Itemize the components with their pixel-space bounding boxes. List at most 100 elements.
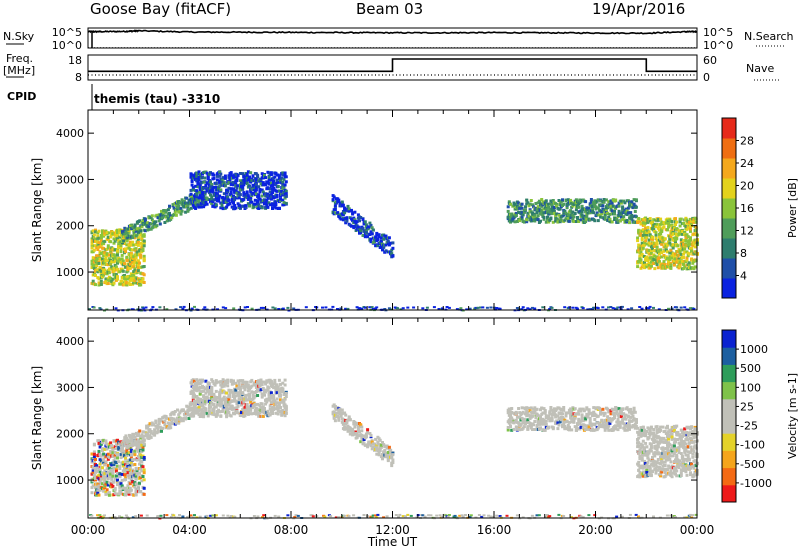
vel-panel-cell [248, 392, 251, 396]
power-panel-cell [362, 222, 366, 226]
power-panel-cell [215, 194, 219, 198]
power-panel-cell [692, 242, 696, 246]
vel-panel-cell [273, 399, 277, 403]
power-panel-cell [94, 244, 97, 248]
power-panel-cell [174, 203, 178, 207]
vel-panel-cell [271, 382, 274, 386]
power-panel-cell [574, 198, 578, 202]
power-panel-cell [341, 203, 345, 207]
nsearch-label: N.Search [744, 30, 794, 43]
vel-panel-cell [250, 412, 254, 416]
power-panel-cell [95, 264, 99, 268]
power-panel-cell [136, 235, 140, 239]
vel-panel-cell [510, 407, 514, 410]
power-panel-cell [177, 204, 181, 208]
power-panel-cell [376, 244, 380, 248]
power-panel-cell [584, 200, 588, 204]
power-panel-cell [631, 215, 635, 219]
power-panel-cell [567, 219, 571, 223]
power-panel-cell [187, 207, 191, 211]
power-panel-cell [212, 173, 216, 177]
vel-panel-cell [219, 414, 223, 418]
power-panel-cell [139, 233, 143, 237]
power-panel-cell [126, 227, 130, 231]
power-panel-cell [601, 306, 605, 309]
vel-panel-cell [110, 463, 114, 467]
vel-panel-cell [114, 474, 118, 478]
vel-panel-cell [116, 478, 119, 482]
power-panel-cell [644, 216, 648, 220]
vel-panel-cell [227, 403, 231, 407]
vel-panel-cell [236, 404, 240, 408]
power-panel-cell [655, 222, 659, 226]
vel-panel-cell [187, 417, 191, 420]
vel-panel-cell [222, 395, 226, 399]
power-panel-cell [122, 239, 126, 243]
vel-panel-cell [102, 487, 106, 491]
power-panel-cell [645, 231, 649, 234]
power-panel-cell [113, 256, 117, 260]
vel-panel-cell [522, 417, 526, 421]
vel-panel-cell [102, 489, 106, 493]
power-panel-cell [563, 209, 567, 213]
vel-panel-cell [134, 489, 138, 493]
power-panel-cell [638, 254, 642, 258]
vel-panel-cell [130, 439, 134, 442]
power-panel-cell [591, 205, 594, 208]
power-panel-cell [107, 271, 111, 275]
power-panel-cell [134, 247, 138, 251]
vel-panel-cell [195, 389, 199, 393]
power-panel-cell [375, 231, 379, 235]
power-panel-cell [281, 180, 285, 184]
vel-panel-cell [254, 412, 258, 416]
power-panel-cell [254, 183, 258, 186]
vel-panel-cell [234, 394, 238, 398]
vel-panel-cell [351, 427, 355, 431]
power-panel-cell [549, 216, 553, 220]
power-panel-cell [374, 236, 378, 240]
power-panel-cell [249, 190, 253, 194]
vel-panel-cell [106, 477, 110, 481]
power-panel-cell [656, 218, 660, 222]
power-panel-cell [513, 220, 517, 224]
vel-panel-cell [90, 491, 94, 495]
power-panel-cell [652, 262, 656, 265]
vel-panel-cell [198, 399, 202, 403]
vel-panel-cell [125, 441, 129, 445]
power-panel-cell [391, 241, 395, 245]
power-panel-cell [192, 174, 196, 178]
power-panel-cell [584, 220, 588, 224]
power-panel-cell [277, 207, 281, 210]
power-panel-cell [97, 283, 101, 287]
vel-panel-cell [249, 406, 253, 410]
power-panel-cell [242, 197, 246, 201]
vel-panel-cell [142, 468, 146, 472]
vel-panel-cell [272, 405, 276, 409]
power-panel-cell [670, 220, 674, 223]
power-panel-cell [352, 216, 356, 220]
vel-panel-cell [377, 451, 381, 455]
power-panel-cell [678, 249, 682, 253]
power-panel-cell [639, 231, 643, 235]
power-panel-cell [91, 279, 95, 283]
power-panel-cell [693, 238, 697, 242]
power-panel-cell [203, 191, 207, 194]
power-panel-cell [109, 240, 113, 244]
power-panel-cell [211, 187, 215, 191]
vel-panel-cell [157, 422, 161, 426]
vel-panel-cell [122, 439, 126, 443]
vel-panel-cell [132, 475, 136, 479]
power-panel-cell [672, 255, 676, 259]
vel-panel-cell [119, 482, 123, 486]
power-panel-cell [283, 183, 287, 187]
power-panel-cell [517, 201, 521, 205]
vel-panel-cell [123, 436, 127, 440]
vel-panel-cell [184, 417, 188, 421]
vel-panel-cell [214, 381, 218, 385]
power-panel-cell [636, 236, 640, 240]
power-panel-cell [336, 211, 340, 215]
power-panel-cell [244, 204, 248, 208]
power-panel-cell [142, 234, 146, 238]
date-title: 19/Apr/2016 [592, 0, 686, 18]
power-panel-cell [455, 308, 459, 311]
